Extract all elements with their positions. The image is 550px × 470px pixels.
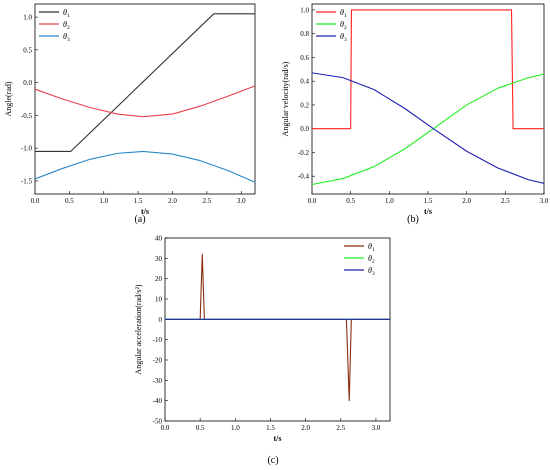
legend-label-1: θ1	[368, 242, 375, 253]
legend-label-1: θ1	[63, 8, 70, 19]
chart-b: 0.0 0.5 1.0 1.5 2.0 2.5 3.0 -0.4 -0.2 0.0 0.2 0.4 0.…	[281, 3, 549, 225]
plot-frame	[164, 237, 391, 422]
y-tick-label: -0.4	[298, 173, 310, 181]
x-tick-label: 1.0	[231, 424, 240, 432]
legend-label-2: θ2	[63, 20, 70, 31]
series-line-1	[165, 253, 390, 402]
x-tick-label: 3.0	[372, 424, 381, 432]
x-tick-label: 0.0	[31, 197, 40, 205]
legend-label-3: θ3	[340, 32, 347, 43]
y-axis-label: Angle(rad)	[4, 81, 13, 116]
y-tick-label: -1.5	[21, 177, 33, 185]
plot-frame	[34, 3, 256, 195]
y-tick-label: 40	[155, 235, 163, 243]
y-tick-label: -1.0	[21, 145, 33, 153]
x-tick-label: 1.0	[385, 197, 394, 205]
series-line-1	[312, 9, 544, 130]
y-tick-label: 0.2	[300, 101, 309, 109]
y-tick-label: 0.6	[300, 54, 309, 62]
y-tick-label: 0.5	[23, 46, 32, 54]
y-tick-label: 1.0	[300, 6, 309, 14]
y-tick-label: 0.8	[300, 30, 309, 38]
x-tick-label: 1.5	[424, 197, 433, 205]
series-line-3	[34, 150, 256, 183]
chart-a: 0.0 0.5 1.0 1.5 2.0 2.5 3.0 -1.5 -1.0 -0.5 0.0 0.5 1…	[4, 3, 256, 225]
legend-label-3: θ3	[63, 32, 70, 43]
y-tick-label: -50	[153, 418, 163, 426]
y-axis-label: Angular acceleration(rad/s²)	[134, 284, 143, 374]
x-tick-label: 0.5	[346, 197, 355, 205]
x-tick-label: 2.5	[203, 197, 212, 205]
series-line-1	[35, 13, 255, 152]
x-tick-label: 2.5	[336, 424, 345, 432]
chart-c: 0.0 0.5 1.0 1.5 2.0 2.5 3.0 -50 -40 -30 -20 -10 0 10 2…	[134, 235, 391, 466]
x-tick-label: 1.5	[266, 424, 275, 432]
x-tick-label: 1.5	[134, 197, 143, 205]
x-tick-label: 0.5	[196, 424, 205, 432]
series-line-2	[311, 73, 545, 186]
y-tick-label: 0.0	[300, 125, 309, 133]
x-tick-label: 2.0	[168, 197, 177, 205]
y-tick-label: 20	[155, 275, 163, 283]
x-axis-label: t/s	[424, 207, 432, 216]
legend-label-2: θ2	[340, 20, 347, 31]
y-tick-label: 10	[155, 296, 163, 304]
legend-label-1: θ1	[340, 8, 347, 19]
y-tick-label: -10	[153, 336, 163, 344]
series-line-3	[311, 72, 545, 184]
x-tick-label: 0.5	[65, 197, 74, 205]
y-tick-label: 30	[155, 255, 163, 263]
x-tick-label: 2.0	[462, 197, 471, 205]
legend-label-2: θ2	[368, 254, 375, 265]
y-tick-label: 0	[159, 316, 163, 324]
legend-label-3: θ3	[368, 266, 375, 277]
x-tick-label: 3.0	[540, 197, 549, 205]
y-tick-label: 1.0	[23, 14, 32, 22]
y-axis-label: Angular velocity(rad/s)	[281, 61, 290, 136]
y-tick-label: 0.0	[23, 79, 32, 87]
x-axis-label: t/s	[274, 434, 282, 443]
y-tick-label: -30	[153, 377, 163, 385]
y-tick-label: -0.2	[298, 149, 310, 157]
series-line-2	[34, 85, 256, 118]
x-tick-label: 3.0	[237, 197, 246, 205]
x-tick-label: 0.0	[161, 424, 170, 432]
figure-caption: (b)	[407, 214, 419, 225]
figure-caption: (a)	[134, 214, 145, 225]
y-tick-label: -0.5	[21, 112, 33, 120]
figure-caption: (c)	[267, 455, 278, 466]
y-tick-label: -20	[153, 357, 163, 365]
x-tick-label: 2.0	[301, 424, 310, 432]
x-tick-label: 2.5	[501, 197, 510, 205]
plot-frame	[311, 3, 545, 195]
x-tick-label: 0.0	[308, 197, 317, 205]
x-tick-label: 1.0	[99, 197, 108, 205]
y-tick-label: 0.4	[300, 78, 309, 86]
x-axis-label: t/s	[141, 207, 149, 216]
y-tick-label: -40	[153, 397, 163, 405]
